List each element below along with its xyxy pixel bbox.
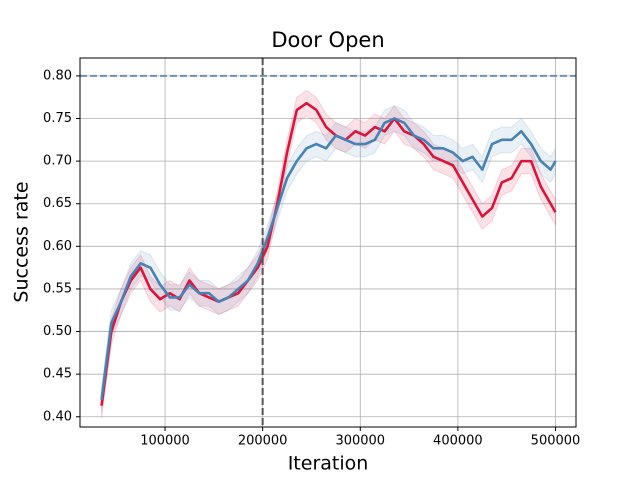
y-tick-label: 0.75	[43, 111, 72, 126]
x-tick-label: 500000	[531, 434, 581, 449]
y-tick-label: 0.60	[43, 239, 72, 254]
y-tick-label: 0.80	[43, 68, 72, 83]
y-tick-label: 0.50	[43, 324, 72, 339]
confidence-band	[101, 89, 557, 419]
confidence-band	[101, 105, 557, 413]
x-tick-label: 200000	[238, 434, 288, 449]
x-axis-label: Iteration	[288, 453, 369, 475]
series-line	[100, 117, 557, 400]
x-tick-label: 400000	[433, 434, 483, 449]
x-tick-label: 300000	[335, 434, 385, 449]
y-tick-label: 0.40	[43, 409, 72, 424]
y-tick-label: 0.45	[43, 367, 72, 382]
y-tick-label: 0.65	[43, 196, 72, 211]
y-tick-label: 0.55	[43, 281, 72, 296]
plot-frame	[79, 57, 577, 428]
y-axis-label: Success rate	[11, 181, 33, 302]
y-tick-label: 0.70	[43, 154, 72, 169]
x-tick-label: 100000	[140, 434, 190, 449]
chart-title: Door Open	[271, 28, 384, 52]
